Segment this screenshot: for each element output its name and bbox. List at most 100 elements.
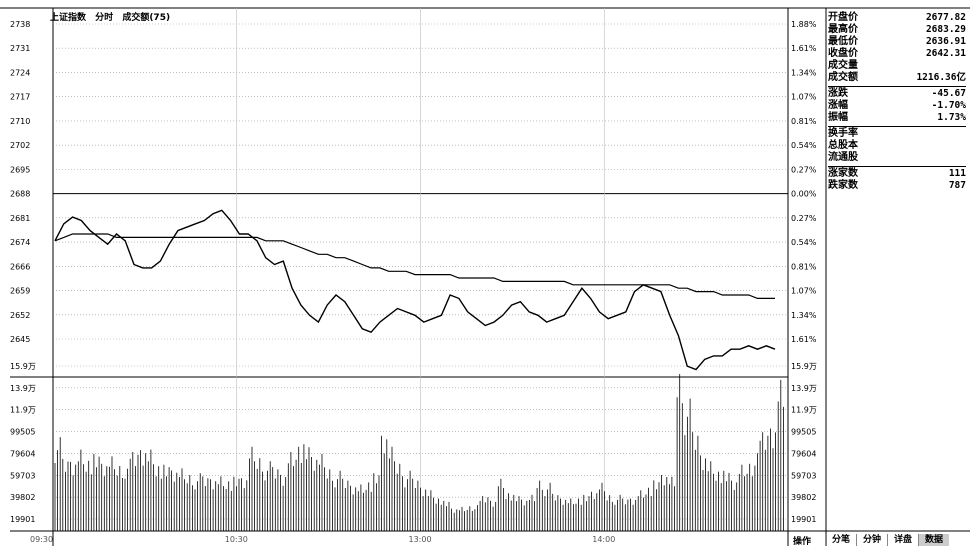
info-row: 振幅 1.73% bbox=[828, 112, 966, 124]
volume-label-left: 11.9万 bbox=[10, 406, 36, 415]
info-value: 2677.82 bbox=[925, 12, 966, 23]
volume-label-right: 13.9万 bbox=[791, 384, 817, 393]
volume-label-right: 39802 bbox=[791, 493, 816, 502]
price-label-left: 2695 bbox=[10, 165, 30, 174]
price-label-left: 2674 bbox=[10, 238, 30, 247]
info-row: 换手率 bbox=[828, 128, 966, 140]
volume-label-right: 59703 bbox=[791, 471, 816, 480]
price-label-left: 2731 bbox=[10, 44, 30, 53]
price-label-left: 2717 bbox=[10, 93, 30, 102]
info-row: 收盘价 2642.31 bbox=[828, 48, 966, 60]
volume-label-left: 39802 bbox=[10, 493, 35, 502]
indicator-name[interactable]: 成交额(75) bbox=[122, 13, 171, 23]
price-label-left: 2645 bbox=[10, 335, 30, 344]
price-line bbox=[54, 209, 776, 371]
price-label-left: 2652 bbox=[10, 311, 30, 320]
info-value: 2642.31 bbox=[925, 48, 966, 59]
price-label-right: 1.61% bbox=[791, 44, 817, 53]
time-label: 10:30 bbox=[225, 535, 248, 544]
panel-separator bbox=[828, 86, 966, 87]
panel-separator bbox=[828, 126, 966, 127]
price-label-right: 0.00% bbox=[791, 190, 817, 199]
price-label-left: 2702 bbox=[10, 141, 30, 150]
info-row: 最高价 2683.29 bbox=[828, 24, 966, 36]
bottom-tabs: 分笔 分钟 详盘 数据 bbox=[825, 534, 950, 546]
info-row: 开盘价 2677.82 bbox=[828, 12, 966, 24]
volume-label-right: 15.9万 bbox=[791, 362, 817, 371]
volume-bars bbox=[54, 374, 784, 531]
price-label-right: 1.88% bbox=[791, 20, 817, 29]
volume-label-left: 79604 bbox=[10, 449, 35, 458]
volume-label-left: 13.9万 bbox=[10, 384, 36, 393]
info-label: 涨跌 bbox=[828, 88, 848, 99]
tab-minutes[interactable]: 分钟 bbox=[856, 534, 887, 546]
volume-label-left: 99505 bbox=[10, 428, 35, 437]
info-value: 2683.29 bbox=[925, 24, 966, 35]
tab-details[interactable]: 详盘 bbox=[887, 534, 918, 546]
quote-info-panel: 开盘价 2677.82 最高价 2683.29 最低价 2636.91 收盘价 2642.31… bbox=[828, 12, 966, 192]
volume-label-left: 19901 bbox=[10, 515, 35, 524]
volume-label-left: 15.9万 bbox=[10, 362, 36, 371]
info-label: 涨家数 bbox=[828, 168, 858, 179]
info-label: 振幅 bbox=[828, 112, 848, 123]
price-label-right: 0.81% bbox=[791, 117, 817, 126]
info-row: 涨跌 -45.67 bbox=[828, 88, 966, 100]
volume-label-right: 99505 bbox=[791, 428, 816, 437]
info-label: 成交额 bbox=[828, 72, 858, 83]
info-label: 流通股 bbox=[828, 152, 858, 163]
average-price-line bbox=[54, 233, 775, 299]
info-row: 最低价 2636.91 bbox=[828, 36, 966, 48]
price-label-left: 2710 bbox=[10, 117, 30, 126]
time-label: 14:00 bbox=[592, 535, 615, 544]
price-label-right: 1.07% bbox=[791, 287, 817, 296]
price-label-right: 1.34% bbox=[791, 311, 817, 320]
info-label: 收盘价 bbox=[828, 48, 858, 59]
price-label-left: 2659 bbox=[10, 287, 30, 296]
price-label-left: 2724 bbox=[10, 68, 30, 77]
info-row: 流通股 bbox=[828, 152, 966, 164]
info-label: 总股本 bbox=[828, 140, 858, 151]
grid-lines bbox=[53, 8, 788, 531]
operate-button[interactable]: 操作 bbox=[793, 537, 812, 547]
axis-labels: 2738 1.88% 2731 1.61% 2724 1.34% 2717 1.07% 2710… bbox=[10, 20, 817, 544]
info-row: 成交量 bbox=[828, 60, 966, 72]
price-label-left: 2738 bbox=[10, 20, 30, 29]
info-label: 换手率 bbox=[828, 128, 858, 139]
info-value: 787 bbox=[948, 180, 966, 191]
volume-label-right: 19901 bbox=[791, 515, 816, 524]
volume-label-right: 11.9万 bbox=[791, 406, 817, 415]
price-label-right: 0.27% bbox=[791, 165, 817, 174]
info-label: 最低价 bbox=[828, 36, 858, 47]
price-label-right: 1.07% bbox=[791, 93, 817, 102]
info-value: 1.73% bbox=[937, 112, 966, 123]
price-label-left: 2681 bbox=[10, 214, 30, 223]
price-label-right: 1.61% bbox=[791, 335, 817, 344]
info-value: 2636.91 bbox=[925, 36, 966, 47]
price-label-right: 1.34% bbox=[791, 68, 817, 77]
info-row: 涨家数 111 bbox=[828, 168, 966, 180]
info-value: 111 bbox=[948, 168, 966, 179]
tab-data[interactable]: 数据 bbox=[918, 534, 950, 546]
info-value: -45.67 bbox=[931, 88, 966, 99]
price-label-left: 2666 bbox=[10, 262, 30, 271]
price-label-right: 0.54% bbox=[791, 238, 817, 247]
tab-ticks[interactable]: 分笔 bbox=[825, 534, 856, 546]
info-label: 成交量 bbox=[828, 60, 858, 71]
info-row: 跌家数 787 bbox=[828, 180, 966, 192]
info-label: 跌家数 bbox=[828, 180, 858, 191]
time-label: 13:00 bbox=[409, 535, 432, 544]
index-name[interactable]: 上证指数 bbox=[50, 13, 87, 23]
info-label: 开盘价 bbox=[828, 12, 858, 23]
chart-header: 上证指数 分时 成交额(75) bbox=[50, 10, 176, 23]
price-label-right: 0.81% bbox=[791, 262, 817, 271]
chart-mode[interactable]: 分时 bbox=[95, 13, 114, 23]
price-label-right: 0.27% bbox=[791, 214, 817, 223]
info-value: 1216.36亿 bbox=[916, 72, 966, 83]
info-value: -1.70% bbox=[931, 100, 966, 111]
time-label: 09:30 bbox=[30, 535, 53, 544]
volume-label-left: 59703 bbox=[10, 471, 35, 480]
price-label-right: 0.54% bbox=[791, 141, 817, 150]
info-label: 最高价 bbox=[828, 24, 858, 35]
